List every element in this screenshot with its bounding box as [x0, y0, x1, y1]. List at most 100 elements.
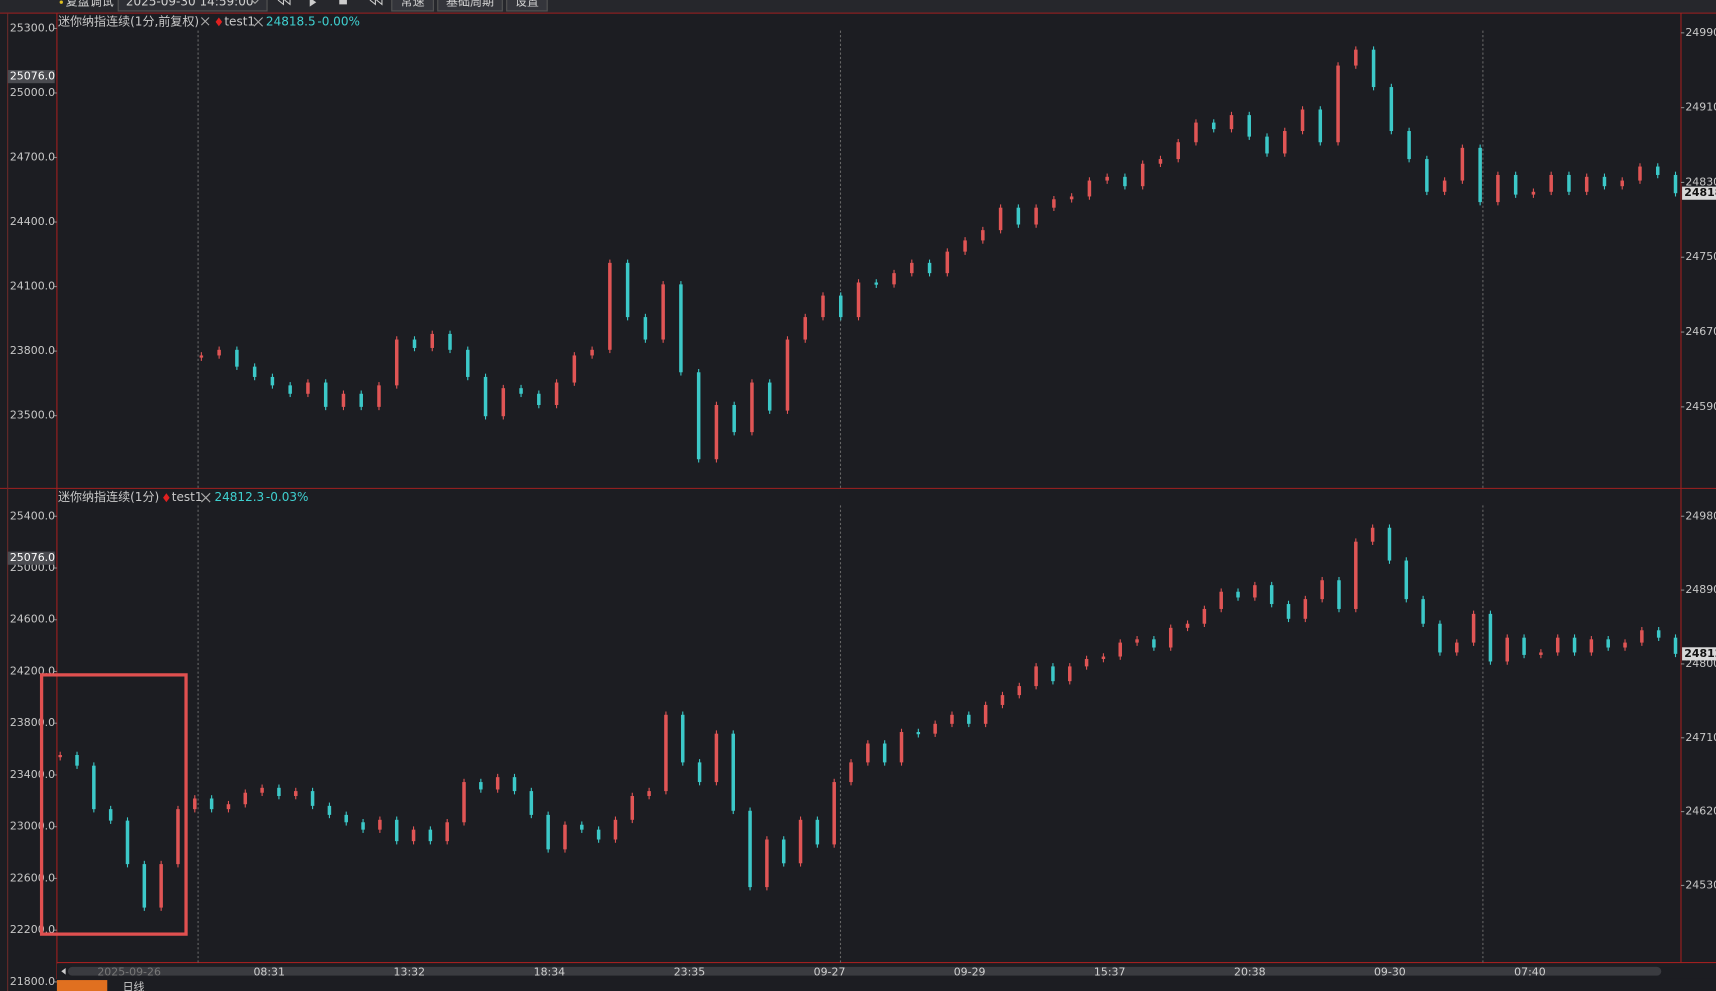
- close-icon[interactable]: [200, 492, 211, 503]
- candle: [479, 782, 483, 790]
- datetime-select[interactable]: [117, 0, 268, 12]
- candle: [1522, 637, 1526, 655]
- candle: [1425, 159, 1429, 192]
- candle: [899, 732, 904, 763]
- toolbar-button[interactable]: [437, 0, 503, 12]
- candle: [664, 714, 668, 792]
- candle: [1253, 585, 1257, 598]
- candle: [596, 829, 601, 840]
- candle: [1656, 630, 1661, 638]
- candle: [1118, 642, 1122, 657]
- y-tick-label: 24670.: [1685, 325, 1716, 338]
- candle: [306, 382, 310, 394]
- play-button[interactable]: [309, 0, 317, 7]
- candle: [815, 819, 820, 845]
- candle: [359, 393, 363, 407]
- candle: [874, 282, 879, 285]
- y2-tick-label: 24400.0: [10, 215, 55, 228]
- candle: [1623, 642, 1627, 648]
- candle: [1638, 166, 1642, 181]
- candle: [529, 791, 534, 815]
- y2-tick-label: 24600.0: [10, 613, 55, 626]
- close-icon[interactable]: [200, 17, 210, 26]
- y2-tick-label: 24100.0: [10, 280, 55, 293]
- candle: [323, 382, 328, 407]
- candle: [1135, 639, 1139, 643]
- toolbar-button-label[interactable]: 设置: [515, 0, 539, 9]
- candle: [882, 743, 887, 763]
- candle: [1283, 131, 1287, 154]
- candle: [1673, 637, 1678, 654]
- legend-last: 24818.5: [266, 14, 316, 28]
- y-tick-label: 24980.: [1685, 509, 1716, 522]
- candle: [1176, 142, 1180, 160]
- last-price-marker: [1682, 647, 1716, 661]
- candle: [226, 804, 231, 810]
- tab-active[interactable]: [56, 980, 108, 991]
- y2-tick-label: 23000.0: [10, 820, 55, 833]
- candle: [159, 864, 163, 908]
- candle: [892, 273, 896, 285]
- candle: [1496, 174, 1500, 203]
- candle: [1620, 180, 1624, 187]
- candle: [1531, 191, 1536, 195]
- candle: [608, 262, 612, 350]
- candle: [981, 230, 985, 241]
- scrollbar[interactable]: [67, 966, 1662, 976]
- toolbar-button-label[interactable]: 常速: [401, 0, 425, 9]
- candle: [411, 829, 416, 842]
- candle: [630, 796, 635, 820]
- candle: [1584, 176, 1589, 192]
- y-tick-label: 24990.: [1685, 26, 1716, 39]
- close-icon[interactable]: [253, 17, 264, 27]
- candle: [798, 819, 803, 864]
- legend-title: 迷你纳指连续(1分,前复权): [58, 13, 199, 28]
- candle: [821, 295, 825, 318]
- candle: [428, 829, 433, 842]
- candle: [512, 777, 517, 792]
- candle: [927, 262, 932, 274]
- candle: [714, 404, 719, 460]
- scroll-left[interactable]: [61, 968, 66, 975]
- candle: [1640, 630, 1644, 643]
- candle: [235, 349, 239, 367]
- highlight-box: [39, 673, 188, 936]
- candle: [1194, 122, 1198, 143]
- candle: [590, 349, 594, 356]
- candle: [731, 733, 735, 811]
- step-back-button[interactable]: [277, 0, 291, 6]
- time-label: 07:40: [1514, 965, 1546, 978]
- candle: [1211, 122, 1216, 130]
- stop-button[interactable]: [339, 0, 347, 5]
- step-forward-button[interactable]: [369, 0, 383, 6]
- candle: [361, 822, 365, 830]
- candle: [142, 864, 147, 908]
- y-tick-label: 24710.: [1685, 731, 1716, 744]
- status-dot: [59, 0, 63, 4]
- y2-marker-label: 25076.0: [10, 551, 55, 564]
- candle: [1488, 613, 1493, 662]
- legend-strategy: test1: [224, 14, 255, 28]
- candle: [1017, 686, 1022, 696]
- time-label: 09-30: [1374, 965, 1406, 978]
- y2-tick-label: 25300.0: [10, 21, 55, 34]
- y2-tick-label: 23400.0: [10, 768, 55, 781]
- candle: [341, 393, 346, 407]
- candle: [108, 809, 113, 821]
- candle: [483, 376, 488, 417]
- candle: [1105, 176, 1109, 181]
- tab[interactable]: 日线: [123, 980, 145, 991]
- y2-tick-label: 22600.0: [10, 871, 55, 884]
- candle: [785, 339, 790, 411]
- toolbar-button-label[interactable]: 基础周期: [446, 0, 494, 9]
- candle: [294, 791, 298, 797]
- candle: [748, 810, 752, 888]
- candle: [495, 777, 500, 790]
- candle: [1101, 656, 1106, 660]
- candle: [243, 792, 248, 805]
- candle: [1303, 599, 1308, 619]
- toolbar-button[interactable]: [506, 0, 548, 12]
- candle: [462, 782, 466, 823]
- toolbar-button[interactable]: [391, 0, 434, 12]
- candle: [252, 366, 257, 377]
